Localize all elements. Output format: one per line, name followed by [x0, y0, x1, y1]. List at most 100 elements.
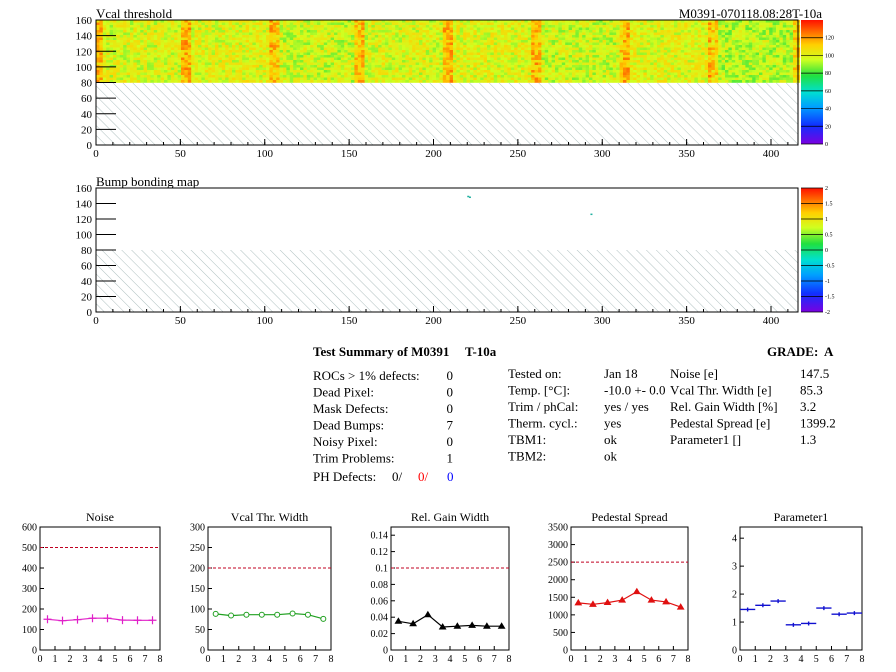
map1-cell — [249, 40, 253, 43]
map1-cell — [687, 67, 692, 71]
map1-cell — [364, 77, 369, 81]
map1-cell — [697, 57, 702, 61]
map1-cell — [551, 60, 556, 63]
map1-cell — [167, 80, 172, 83]
map1-cell — [164, 50, 168, 53]
map1-cell — [514, 37, 518, 41]
map1-cell — [368, 30, 372, 33]
map1-cell — [235, 70, 240, 73]
map1-cell — [466, 47, 471, 51]
map1-cell — [463, 80, 467, 83]
map1-cell — [592, 55, 597, 58]
map1-cell — [235, 52, 240, 56]
map1-cell — [646, 55, 651, 58]
map1-cell — [521, 40, 525, 43]
map1-cell — [544, 52, 549, 56]
map1-cell — [116, 45, 121, 48]
map1-cell — [276, 35, 280, 38]
map1-cell — [663, 45, 668, 48]
map1-cell — [592, 40, 597, 43]
map1-cell — [330, 32, 335, 36]
map1-cell — [269, 40, 274, 43]
map1-cell — [170, 47, 175, 51]
map1-cell — [296, 45, 301, 48]
map1-cell — [500, 35, 505, 38]
map1-cell — [752, 67, 756, 71]
map1-cell — [334, 70, 338, 73]
map1-cell — [714, 32, 719, 36]
map1-cell — [629, 77, 634, 81]
map1-cell — [259, 35, 263, 38]
map1-cell — [357, 37, 362, 41]
map1-cell — [126, 27, 131, 31]
map1-cell — [490, 70, 495, 73]
map1-cell — [738, 72, 743, 76]
map1-cell — [351, 55, 355, 58]
map1-cell — [623, 45, 627, 48]
map1-cell — [704, 67, 709, 71]
map1-cell — [293, 80, 297, 83]
map1-cell — [470, 32, 474, 36]
map1-cell — [606, 52, 610, 56]
map1-cell — [218, 67, 223, 71]
map1-cell — [765, 65, 770, 68]
map1-cell — [136, 47, 141, 51]
map1-cell — [524, 70, 529, 73]
map1-cell — [459, 47, 464, 51]
map1-cell — [218, 72, 223, 76]
map1-cell — [106, 35, 110, 38]
map1-cell — [334, 42, 338, 46]
map1-cell — [674, 57, 678, 61]
map1-cell — [201, 30, 206, 33]
map1-cell — [762, 35, 767, 38]
map1-cell — [327, 37, 331, 41]
map1-cell — [153, 35, 158, 38]
map1-cell — [228, 35, 233, 38]
map1-cell — [215, 37, 219, 41]
map1-cell — [249, 52, 253, 56]
map1-cell — [572, 80, 576, 83]
map1-cell — [548, 70, 552, 73]
map1-cell — [551, 22, 556, 26]
map1-cell — [119, 50, 124, 53]
map1-cell — [497, 35, 501, 38]
map1-cell — [208, 70, 212, 73]
map1-cell — [164, 70, 168, 73]
map1-cell — [232, 37, 236, 41]
map1-cell — [517, 62, 522, 66]
map1-cell — [765, 35, 770, 38]
map1-cell — [347, 25, 352, 28]
map1-cell — [272, 35, 277, 38]
map1-cell — [116, 20, 121, 23]
map1-cell — [313, 45, 318, 48]
map1-cell — [310, 67, 314, 71]
map1-cell — [544, 32, 549, 36]
map1-cell — [752, 70, 756, 73]
map1-cell — [500, 62, 505, 66]
map1-cell — [106, 40, 110, 43]
map1-cell — [691, 20, 695, 23]
map1-cell — [293, 70, 297, 73]
map1-cell — [694, 52, 699, 56]
map1-cell — [351, 57, 355, 61]
map1-cell — [748, 75, 753, 78]
map1-cell — [320, 35, 325, 38]
map1-cell — [742, 32, 746, 36]
map1-cell — [429, 67, 433, 71]
map1-cell — [527, 57, 532, 61]
map1-cell — [745, 55, 750, 58]
map1-cell — [531, 65, 535, 68]
map1-cell — [470, 75, 474, 78]
map1-cell — [147, 30, 151, 33]
map1-cell — [422, 27, 427, 31]
map1-cell — [109, 77, 114, 81]
map1-cell — [466, 40, 471, 43]
map1-cell — [106, 80, 110, 83]
map1-cell — [521, 42, 525, 46]
map1-cell — [510, 27, 515, 31]
map1-cell — [422, 65, 427, 68]
map1-cell — [759, 42, 763, 46]
map1-cell — [187, 80, 192, 83]
map1-cell — [262, 72, 267, 76]
map1-cell — [663, 42, 668, 46]
